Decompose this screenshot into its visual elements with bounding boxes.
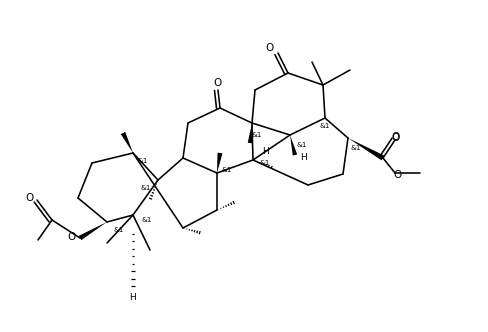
Text: &1: &1	[296, 142, 306, 148]
Polygon shape	[289, 135, 297, 156]
Polygon shape	[347, 138, 384, 160]
Text: O: O	[265, 43, 274, 53]
Text: &1: &1	[251, 132, 262, 138]
Text: H: H	[129, 292, 136, 301]
Text: &1: &1	[138, 158, 148, 164]
Text: O: O	[26, 193, 34, 203]
Text: O: O	[392, 170, 400, 180]
Text: &1: &1	[319, 123, 329, 129]
Text: H: H	[299, 152, 306, 161]
Polygon shape	[217, 153, 222, 173]
Text: &1: &1	[114, 227, 124, 233]
Text: O: O	[68, 232, 76, 242]
Text: O: O	[390, 133, 398, 143]
Text: O: O	[213, 78, 222, 88]
Polygon shape	[79, 222, 107, 240]
Text: O: O	[390, 132, 398, 142]
Text: &1: &1	[350, 145, 361, 151]
Text: &1: &1	[222, 167, 232, 173]
Polygon shape	[121, 132, 133, 153]
Text: &1: &1	[259, 160, 270, 166]
Text: &1: &1	[141, 185, 151, 191]
Text: &1: &1	[142, 217, 152, 223]
Text: H: H	[262, 146, 268, 155]
Polygon shape	[247, 123, 252, 143]
